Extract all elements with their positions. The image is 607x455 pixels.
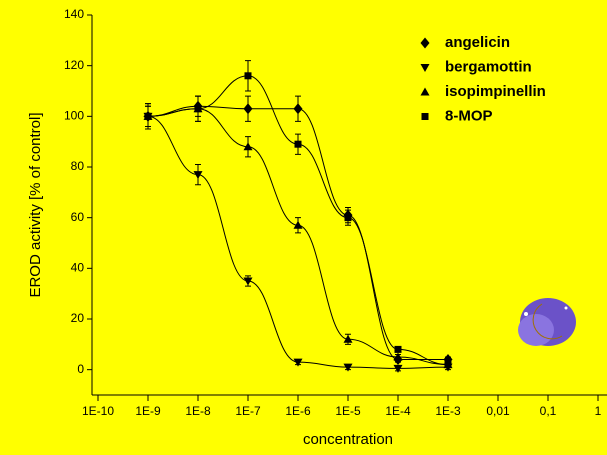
y-tick-label: 120: [64, 58, 84, 72]
data-point: [293, 358, 303, 367]
y-tick-label: 100: [64, 109, 84, 123]
data-point: [243, 277, 253, 286]
data-point: [344, 214, 352, 222]
data-point: [393, 364, 403, 373]
data-point: [194, 105, 202, 113]
x-tick-label: 1E-3: [435, 404, 461, 418]
clipart-moon: [532, 303, 563, 340]
y-tick-label: 80: [71, 159, 85, 173]
data-point: [394, 345, 402, 353]
data-point: [243, 103, 253, 115]
x-tick-label: 1: [595, 404, 602, 418]
data-point: [294, 140, 302, 148]
data-point: [343, 334, 353, 343]
x-tick-label: 1E-5: [335, 404, 361, 418]
y-tick-label: 140: [64, 7, 84, 21]
fit-curve: [147, 105, 448, 361]
x-tick-label: 0,1: [540, 404, 557, 418]
data-point: [293, 103, 303, 115]
data-point: [244, 72, 252, 80]
x-tick-label: 1E-7: [235, 404, 261, 418]
x-tick-label: 1E-10: [82, 404, 114, 418]
x-tick-label: 1E-8: [185, 404, 211, 418]
clipart-star: [564, 306, 568, 310]
y-tick-label: 0: [77, 362, 84, 376]
x-axis-title: concentration: [303, 431, 393, 448]
x-tick-label: 1E-9: [135, 404, 161, 418]
moon-clipart: [518, 298, 576, 346]
data-point: [243, 142, 253, 151]
y-tick-label: 20: [71, 311, 85, 325]
legend-marker: [420, 37, 430, 49]
legend-marker: [420, 64, 430, 72]
legend-text: isopimpinellin: [445, 83, 546, 100]
y-axis-title: EROD activity [% of control]: [27, 112, 44, 297]
data-point: [144, 112, 152, 120]
x-tick-label: 1E-4: [385, 404, 411, 418]
legend-text: bergamottin: [445, 58, 532, 75]
legend-marker: [421, 113, 429, 120]
y-tick-label: 60: [71, 210, 85, 224]
x-tick-label: 0,01: [486, 404, 510, 418]
legend-marker: [420, 87, 430, 96]
data-point: [343, 363, 353, 372]
data-point: [393, 352, 403, 361]
legend-text: angelicin: [445, 34, 510, 51]
y-tick-label: 40: [71, 261, 85, 275]
legend-text: 8-MOP: [445, 107, 493, 124]
clipart-star: [524, 312, 528, 316]
data-point: [293, 220, 303, 229]
fit-curve: [147, 75, 449, 366]
data-point: [193, 171, 203, 180]
x-tick-label: 1E-6: [285, 404, 311, 418]
data-point: [444, 361, 452, 369]
